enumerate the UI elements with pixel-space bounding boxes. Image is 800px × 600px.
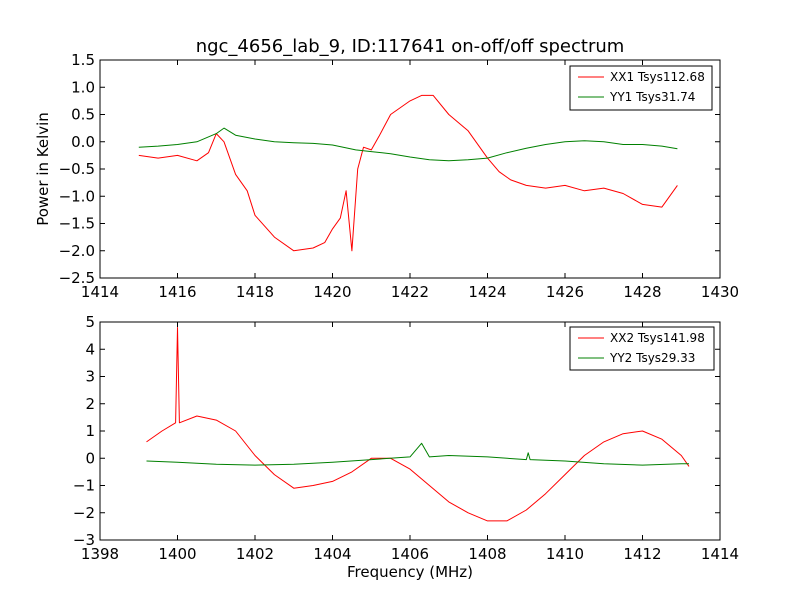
y-tick-label: 0.0 (71, 133, 95, 151)
figure-title: ngc_4656_lab_9, ID:117641 on-off/off spe… (196, 36, 625, 57)
legend-box (569, 65, 713, 111)
x-tick-label: 1400 (158, 545, 196, 563)
bottom-plot: 1398 1400 1402 1404 1406 1408 1410 1412 1414−3−2… (73, 313, 739, 581)
y-tick-label: −1 (73, 477, 95, 495)
x-tick-label: 1408 (468, 545, 506, 563)
x-tick-label: 1426 (546, 283, 584, 301)
legend-label: YY1 Tsys31.74 (609, 90, 695, 104)
y-tick-label: −1.0 (59, 187, 95, 205)
x-tick-label: 1416 (158, 283, 196, 301)
legend-label: XX2 Tsys141.98 (610, 331, 705, 345)
legend-label: YY2 Tsys29.33 (609, 351, 695, 365)
y-tick-label: −2.5 (59, 269, 95, 287)
x-tick-label: 1398 (81, 545, 119, 563)
y-tick-label: 1.5 (71, 51, 95, 69)
x-tick-label: 1404 (313, 545, 351, 563)
y-tick-label: 1 (85, 422, 95, 440)
y-tick-label: 4 (85, 340, 95, 358)
x-tick-label: 1410 (546, 545, 584, 563)
series-line-2-1 (146, 327, 690, 522)
x-tick-label: 1414 (701, 545, 739, 563)
legend: XX1 Tsys112.68 YY1 Tsys31.74 (569, 65, 713, 111)
x-tick-label: 1420 (313, 283, 351, 301)
y-tick-label: −0.5 (59, 160, 95, 178)
top-plot: 1414 1416 1418 1420 1422 1424 1426 1428 1430 −2.5… (34, 51, 739, 301)
y-tick-label: 0 (85, 449, 95, 467)
series-line-1-2 (138, 127, 678, 162)
x-tick-label: 1412 (623, 545, 661, 563)
y-tick-label: −2 (73, 504, 95, 522)
x-tick-label: 1414 (81, 283, 119, 301)
series-line-2-2 (146, 442, 689, 466)
x-tick-label: 1402 (236, 545, 274, 563)
y-tick-label: −2.0 (59, 242, 95, 260)
x-tick-label: 1422 (391, 283, 429, 301)
x-tick-label: 1430 (701, 283, 739, 301)
y-tick-label: 1.0 (71, 78, 95, 96)
x-axis-label: Frequency (MHz) (347, 563, 473, 581)
y-tick-label: 2 (85, 395, 95, 413)
y-tick-label: 0.5 (71, 106, 95, 124)
x-tick-label: 1424 (468, 283, 506, 301)
y-tick-label: 5 (85, 313, 95, 331)
legend-label: XX1 Tsys112.68 (610, 70, 705, 84)
legend-box (569, 326, 715, 371)
x-tick-label: 1418 (236, 283, 274, 301)
x-tick-label: 1428 (623, 283, 661, 301)
x-tick-label: 1406 (391, 545, 429, 563)
y-tick-label: −3 (73, 531, 95, 549)
y-axis-label: Power in Kelvin (34, 112, 52, 226)
legend: XX2 Tsys141.98 YY2 Tsys29.33 (569, 326, 715, 371)
y-tick-label: 3 (85, 368, 95, 386)
series-line-1-1 (138, 94, 678, 252)
y-tick-label: −1.5 (59, 215, 95, 233)
